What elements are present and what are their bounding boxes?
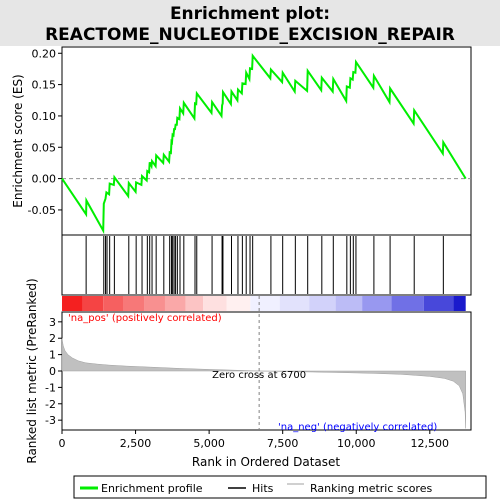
heatmap-segment <box>309 296 336 311</box>
enrichment-profile-line <box>61 53 467 235</box>
x-tick-label: 5,000 <box>193 437 225 450</box>
heatmap-segment <box>103 296 124 311</box>
hits-group <box>85 236 444 294</box>
heatmap-segment <box>203 296 227 311</box>
x-tick-label: 12,500 <box>411 437 450 450</box>
es-tick-label: 0.10 <box>32 110 57 123</box>
rank-tick-label: 0 <box>49 365 56 378</box>
rank-tick-label: 2 <box>49 332 56 345</box>
heatmap-segment <box>144 296 165 311</box>
es-tick-label: -0.05 <box>28 204 56 217</box>
heatmap-segment <box>185 296 204 311</box>
zero-cross-label: Zero cross at 6700 <box>212 370 306 381</box>
legend-metric-label: Ranking metric scores <box>310 482 432 495</box>
rank-tick-label: 1 <box>49 349 56 362</box>
es-tick-label: 0.15 <box>32 79 57 92</box>
rank-tick-label: -3 <box>45 414 56 427</box>
x-tick-group: 0 2,500 5,000 7,500 10,000 12,500 <box>59 430 450 450</box>
hits-panel <box>61 234 472 296</box>
heatmap-segment <box>391 296 424 311</box>
heatmap-segment <box>279 296 310 311</box>
x-tick-label: 7,500 <box>267 437 299 450</box>
heatmap-segment <box>226 296 251 311</box>
rank-tick-label: -2 <box>45 398 56 411</box>
rank-tick-label: 3 <box>49 316 56 329</box>
heatmap-segment <box>164 296 186 311</box>
x-tick-label: 0 <box>59 437 66 450</box>
legend-hits-label: Hits <box>252 482 274 495</box>
rank-tick-label: -1 <box>45 381 56 394</box>
rank-tick-group: -3 -2 -1 0 1 2 3 <box>45 316 62 427</box>
heatmap-segment <box>62 296 83 311</box>
x-axis-label: Rank in Ordered Dataset <box>192 455 340 469</box>
x-tick-label: 10,000 <box>337 437 376 450</box>
es-tick-label: 0.05 <box>32 141 57 154</box>
title-line-2: REACTOME_NUCLEOTIDE_EXCISION_REPAIR <box>45 25 455 45</box>
heatmap-segment <box>423 296 454 311</box>
heatmap-segment <box>362 296 392 311</box>
rank-axis-label: Ranked list metric (PreRanked) <box>25 278 39 463</box>
heatmap-segment <box>123 296 145 311</box>
es-tick-label: 0.00 <box>32 173 57 186</box>
heatmap-segment <box>250 296 280 311</box>
es-panel <box>61 46 472 236</box>
title-line-1: Enrichment plot: <box>170 4 330 24</box>
neg-correlated-label: 'na_neg' (negatively correlated) <box>278 422 437 433</box>
legend-box <box>73 475 487 499</box>
es-tick-group: -0.05 0.00 0.05 0.10 0.15 0.20 <box>28 47 471 217</box>
heatmap-segment <box>335 296 363 311</box>
rank-heatmap-bar <box>62 296 466 311</box>
es-tick-label: 0.20 <box>32 47 57 60</box>
es-axis-label: Enrichment score (ES) <box>11 74 25 207</box>
heatmap-segment <box>453 296 466 311</box>
title-background <box>0 0 500 46</box>
heatmap-segment <box>82 296 104 311</box>
pos-correlated-label: 'na_pos' (positively correlated) <box>68 313 222 324</box>
x-tick-label: 2,500 <box>120 437 152 450</box>
legend-enrichment-label: Enrichment profile <box>101 482 203 495</box>
